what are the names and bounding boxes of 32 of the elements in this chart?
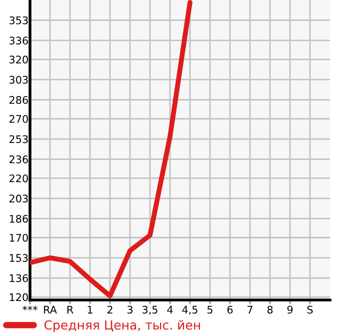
- x-tick-label: 3,5: [142, 306, 158, 315]
- legend-label: Средняя Цена, тыс. йен: [44, 320, 200, 332]
- x-tick-label: 1: [88, 306, 92, 314]
- y-tick-label: 270: [9, 115, 28, 123]
- y-tick-label: 153: [10, 254, 28, 262]
- x-tick-label: 8: [267, 306, 273, 314]
- y-tick-label: 303: [10, 76, 28, 84]
- x-tick-label: R: [67, 306, 74, 314]
- y-tick-label: 286: [9, 96, 28, 104]
- y-tick-label: 253: [9, 135, 28, 144]
- x-tick-label: S: [307, 306, 313, 314]
- y-tick-label: 336: [10, 36, 28, 44]
- x-tick-label: 3: [127, 306, 132, 314]
- y-tick-label: 186: [10, 214, 28, 223]
- x-tick-label: 6: [227, 306, 233, 314]
- x-tick-label: ***: [22, 306, 38, 310]
- y-tick-label: 320: [10, 56, 28, 64]
- y-tick-label: 353: [10, 16, 28, 24]
- x-tick-label: 7: [248, 306, 252, 314]
- y-tick-label: 170: [10, 234, 28, 242]
- x-tick-label: RA: [44, 306, 57, 314]
- x-tick-label: 4,5: [182, 306, 198, 315]
- x-tick-label: 4: [167, 306, 173, 314]
- y-tick-label: 236: [9, 155, 28, 164]
- x-tick-label: 9: [287, 306, 293, 314]
- x-tick-label: 5: [207, 306, 212, 314]
- y-tick-label: 203: [9, 194, 28, 203]
- y-tick-label: 136: [10, 274, 28, 282]
- y-tick-label: 220: [9, 174, 28, 182]
- line-series: [30, 0, 192, 298]
- x-tick-label: 2: [107, 306, 112, 314]
- y-tick-label: 120: [10, 293, 28, 302]
